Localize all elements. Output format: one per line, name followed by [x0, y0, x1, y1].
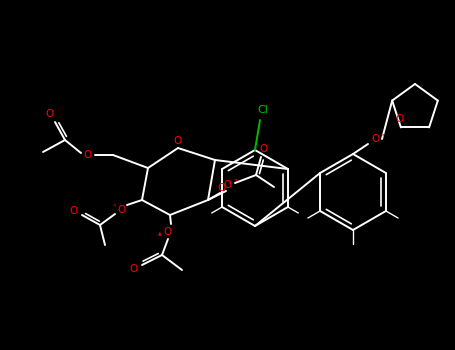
Text: ": " — [380, 133, 384, 142]
Text: O: O — [84, 150, 92, 160]
Text: O: O — [164, 227, 172, 237]
Text: ": " — [112, 203, 116, 212]
Text: O: O — [224, 180, 232, 190]
Text: O: O — [46, 109, 54, 119]
Text: O: O — [70, 206, 78, 216]
Text: O: O — [371, 134, 379, 144]
Text: O: O — [174, 136, 182, 146]
Text: ": " — [227, 182, 231, 190]
Text: ▲: ▲ — [158, 231, 162, 236]
Text: ": " — [233, 178, 237, 188]
Text: O: O — [118, 205, 126, 215]
Text: O: O — [395, 114, 404, 124]
Text: Cl: Cl — [258, 105, 268, 115]
Text: O: O — [130, 264, 138, 274]
Text: O: O — [218, 183, 226, 193]
Text: O: O — [260, 144, 268, 154]
